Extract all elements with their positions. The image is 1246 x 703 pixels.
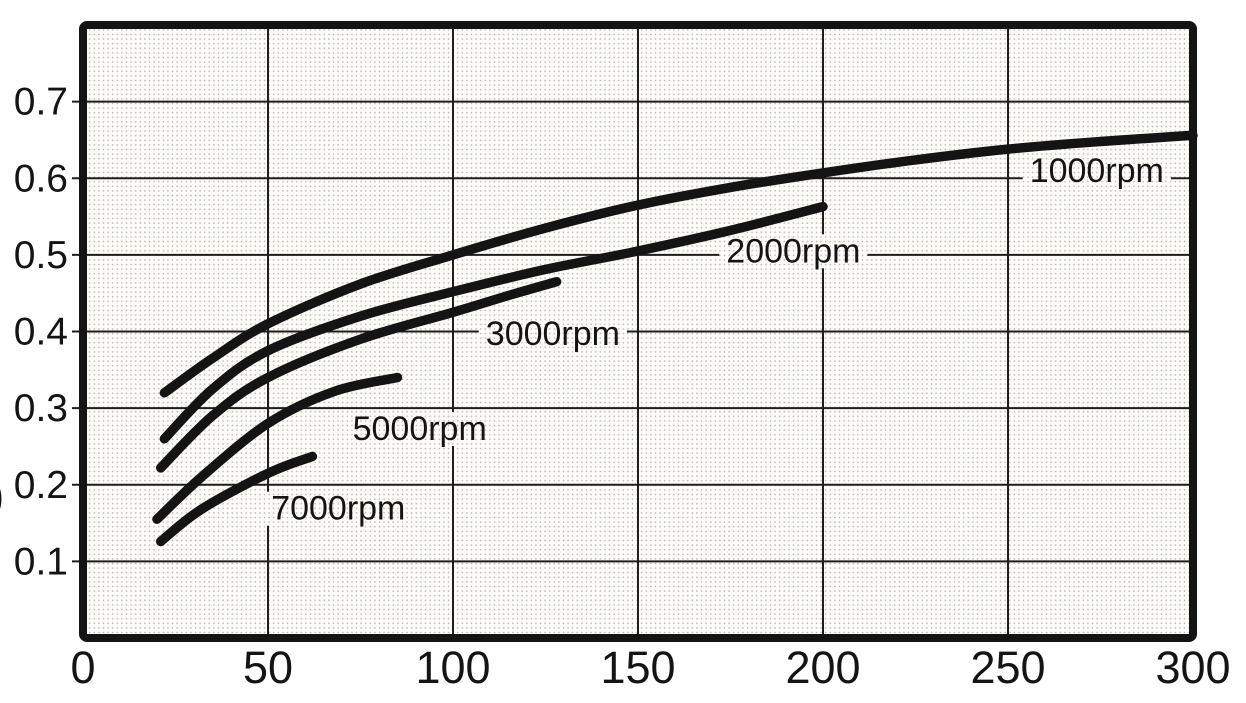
x-tick-label-150: 150: [600, 642, 675, 693]
y-tick-label-0.6: 0.6: [14, 157, 68, 200]
y-axis-unit-fragment: ): [0, 469, 4, 521]
curve-2000rpm: [159, 201, 828, 444]
y-tick-label-0.2: 0.2: [14, 464, 68, 507]
curve-label-7000rpm: 7000rpm: [271, 490, 405, 528]
curve-7000rpm: [155, 451, 318, 547]
curve-label-backing-1000rpm: [1022, 153, 1171, 188]
curves-layer: [152, 130, 1198, 547]
curve-label-3000rpm: 3000rpm: [486, 315, 620, 353]
y-tick-label-0.1: 0.1: [14, 540, 68, 583]
curve-label-2000rpm: 2000rpm: [726, 232, 860, 270]
curve-label-backing-3000rpm: [478, 317, 628, 352]
x-tick-label-250: 250: [970, 642, 1045, 693]
curve-label-backing-7000rpm: [264, 491, 413, 526]
x-tick-label-100: 100: [415, 642, 490, 693]
x-tick-label-0: 0: [70, 642, 95, 693]
y-tick-label-0.3: 0.3: [14, 387, 68, 430]
curve-3000rpm: [155, 276, 562, 473]
curve-5000rpm: [152, 372, 403, 524]
curve-1000rpm: [159, 130, 1198, 398]
x-tick-label-300: 300: [1155, 642, 1230, 693]
x-tick-label-200: 200: [785, 642, 860, 693]
curve-labels-layer: 1000rpm 2000rpm 3000rpm 5000rpm 7000rpm: [271, 152, 1164, 528]
curve-label-5000rpm: 5000rpm: [353, 410, 487, 448]
axis-ticks-layer: 0 50 100 150 200 250 300 0.1 0.2 0.3 0.4 0.5 0.6 0.7: [14, 81, 1231, 693]
plot-frame: [79, 21, 1197, 642]
label-backs-layer: [264, 153, 1171, 526]
y-tick-label-0.7: 0.7: [14, 81, 68, 124]
curve-label-backing-5000rpm: [345, 412, 494, 447]
y-tick-label-0.4: 0.4: [14, 311, 68, 354]
curve-label-1000rpm: 1000rpm: [1030, 152, 1164, 190]
x-tick-label-50: 50: [243, 642, 293, 693]
curve-label-backing-2000rpm: [719, 234, 868, 269]
y-tick-label-0.5: 0.5: [14, 234, 68, 277]
